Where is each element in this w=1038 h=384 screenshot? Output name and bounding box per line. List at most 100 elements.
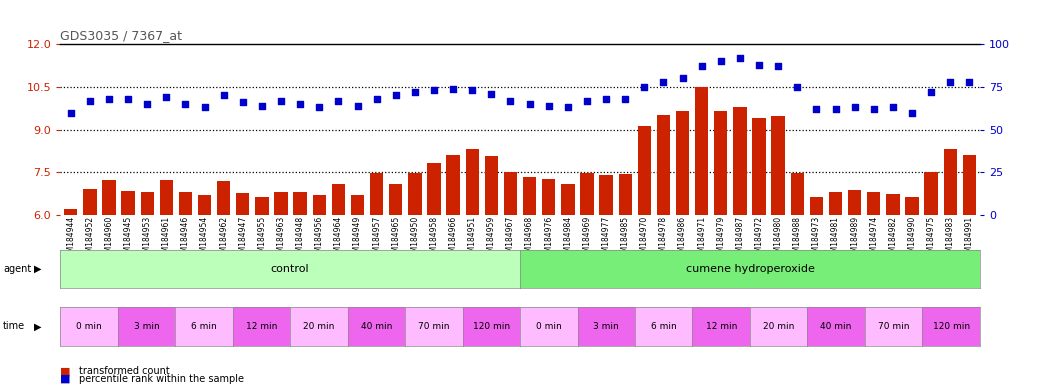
Bar xyxy=(255,197,269,384)
Text: ▶: ▶ xyxy=(34,321,42,331)
Point xyxy=(387,92,404,98)
Point xyxy=(253,103,270,109)
Bar xyxy=(944,149,957,384)
Text: 120 min: 120 min xyxy=(932,322,969,331)
Point xyxy=(196,104,213,111)
Point xyxy=(235,99,251,105)
Bar xyxy=(848,190,862,384)
Bar xyxy=(179,192,192,384)
Bar xyxy=(428,163,441,384)
Text: 6 min: 6 min xyxy=(651,322,677,331)
Point xyxy=(464,87,481,93)
Bar xyxy=(408,173,421,384)
Point xyxy=(598,96,614,102)
Text: 12 min: 12 min xyxy=(246,322,277,331)
Bar xyxy=(962,155,976,384)
Bar xyxy=(523,177,537,384)
Bar xyxy=(886,194,900,384)
Point xyxy=(712,58,729,64)
Point xyxy=(941,79,958,85)
Bar xyxy=(389,184,403,384)
Bar xyxy=(332,184,345,384)
Text: ▶: ▶ xyxy=(34,264,42,274)
Bar xyxy=(637,126,651,384)
Bar xyxy=(714,111,728,384)
Point xyxy=(502,98,519,104)
Point xyxy=(866,106,882,112)
Bar xyxy=(791,173,804,384)
Point xyxy=(827,106,844,112)
Bar xyxy=(562,184,574,384)
Point xyxy=(177,101,194,107)
Point xyxy=(617,96,633,102)
Bar xyxy=(446,155,460,384)
Bar xyxy=(676,111,689,384)
Bar xyxy=(657,115,671,384)
Point xyxy=(368,96,385,102)
Bar xyxy=(810,197,823,384)
Point xyxy=(407,89,424,95)
Bar xyxy=(236,193,249,384)
Bar xyxy=(580,173,594,384)
Bar xyxy=(83,189,97,384)
Text: 12 min: 12 min xyxy=(706,322,737,331)
Bar xyxy=(160,180,173,384)
Text: 0 min: 0 min xyxy=(76,322,102,331)
Point xyxy=(426,87,442,93)
Point xyxy=(273,98,290,104)
Bar xyxy=(485,156,498,384)
Text: ■: ■ xyxy=(60,366,71,376)
Bar xyxy=(121,191,135,384)
Bar xyxy=(828,192,842,384)
Point xyxy=(82,98,99,104)
Bar xyxy=(274,192,288,384)
Point xyxy=(884,104,901,111)
Point xyxy=(311,104,328,111)
Point xyxy=(119,96,136,102)
Bar xyxy=(140,192,154,384)
Point xyxy=(904,109,921,116)
Bar xyxy=(867,192,880,384)
Bar xyxy=(64,209,78,384)
Bar xyxy=(198,195,212,384)
Point xyxy=(809,106,825,112)
Point xyxy=(445,86,462,92)
Bar xyxy=(695,87,708,384)
Point xyxy=(636,84,653,90)
Text: control: control xyxy=(271,264,309,274)
Point xyxy=(139,101,156,107)
Point xyxy=(62,109,79,116)
Bar xyxy=(370,173,383,384)
Point xyxy=(770,63,787,70)
Point xyxy=(655,79,672,85)
Text: 70 min: 70 min xyxy=(878,322,909,331)
Text: 0 min: 0 min xyxy=(536,322,562,331)
Text: time: time xyxy=(3,321,25,331)
Point xyxy=(750,61,767,68)
Point xyxy=(732,55,748,61)
Point xyxy=(101,96,117,102)
Bar xyxy=(351,195,364,384)
Text: 3 min: 3 min xyxy=(594,322,619,331)
Bar xyxy=(905,197,919,384)
Text: agent: agent xyxy=(3,264,31,274)
Bar xyxy=(619,174,632,384)
Point xyxy=(330,98,347,104)
Text: 40 min: 40 min xyxy=(820,322,852,331)
Point xyxy=(292,101,308,107)
Text: 3 min: 3 min xyxy=(134,322,159,331)
Bar xyxy=(503,172,517,384)
Bar xyxy=(466,149,479,384)
Bar xyxy=(294,192,307,384)
Text: 70 min: 70 min xyxy=(418,322,449,331)
Point xyxy=(559,104,576,111)
Point xyxy=(215,92,231,98)
Point xyxy=(521,101,538,107)
Text: 120 min: 120 min xyxy=(472,322,510,331)
Point xyxy=(961,79,978,85)
Point xyxy=(693,63,710,70)
Point xyxy=(158,94,174,100)
Text: transformed count: transformed count xyxy=(79,366,169,376)
Bar xyxy=(925,172,937,384)
Text: 20 min: 20 min xyxy=(763,322,794,331)
